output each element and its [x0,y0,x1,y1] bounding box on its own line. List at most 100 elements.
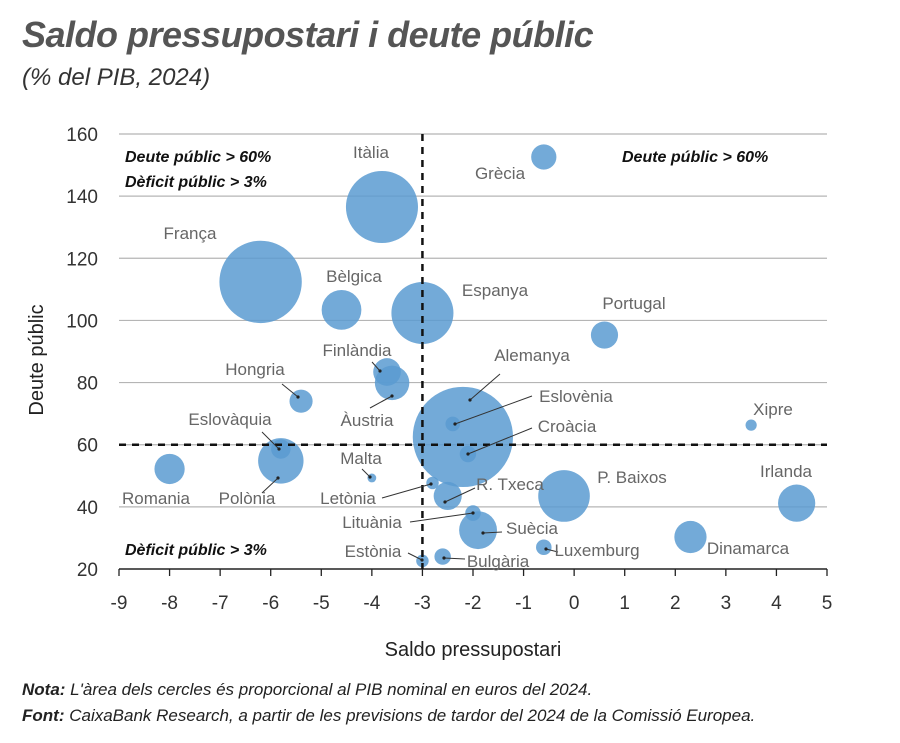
bubble-espanya [391,281,454,344]
leader-line-r-txeca [444,487,476,503]
leader-line-eslov-nia [454,395,533,425]
leader-dot--ustria [390,394,394,398]
leader-line-est-nia [407,552,423,561]
leader-line-cro-cia [467,427,533,455]
leader-line-let-nia [381,483,432,499]
y-tick-label: 120 [66,249,98,270]
leader-dot-litu-nia [471,511,475,515]
leader-dot-eslov-nia [453,422,457,426]
bubble-label-malta: Malta [340,449,382,468]
leader-line-bulg-ria [443,557,466,560]
bubble-label-portugal: Portugal [602,294,665,313]
y-tick-label: 160 [66,125,98,146]
leader-line-pol-nia [261,477,279,494]
leader-dot-hongria [296,395,300,399]
source-label: Font: [22,706,65,725]
y-tick-label: 140 [66,187,98,208]
x-tick-label: 2 [670,593,681,614]
leader-line-eslov-quia [261,431,280,450]
bubble-gr-cia [531,144,557,170]
bubble-eslov-nia [445,416,461,432]
bubble-fran-a [219,240,302,324]
bubble-label-eslov-nia: Eslovènia [539,387,613,406]
leader-dot-pol-nia [276,476,280,480]
x-tick-label: 4 [771,593,782,614]
note-label: Nota: [22,680,66,699]
bubble-b-lgica [321,289,362,330]
leader-line--ustria [369,395,393,409]
bubble-label-espanya: Espanya [462,281,529,300]
y-tick-label: 80 [77,374,98,395]
leader-dot-alemanya [468,398,472,402]
bubble-label-bulg-ria: Bulgària [467,552,530,571]
bubble-label-b-lgica: Bèlgica [326,267,382,286]
x-tick-label: 3 [721,593,732,614]
bubble-label-est-nia: Estònia [345,542,402,561]
leader-line-luxemburg [545,548,559,553]
bubble-label--ustria: Àustria [341,411,394,430]
y-tick-label: 60 [77,436,98,457]
bubbles [154,144,816,568]
chart-subtitle: (% del PIB, 2024) [22,64,211,91]
bubble-pol-nia [258,438,304,484]
bubble-label-litu-nia: Lituània [342,513,402,532]
leader-dot-malta [368,475,372,479]
bubble-label-it-lia: Itàlia [353,143,389,162]
bubble-alemanya [412,386,513,488]
y-axis-title: Deute públic [26,304,48,415]
leader-dot-cro-cia [466,452,470,456]
quadrant-annotation: Deute públic > 60% [125,149,271,166]
bubble-p-baixos [538,470,590,522]
quadrant-annotation: Dèficit públic > 3% [125,174,267,191]
bubble-bulg-ria [434,548,451,565]
y-tick-label: 20 [77,560,98,581]
x-tick-label: 5 [822,593,833,614]
x-tick-label: -4 [363,593,380,614]
bubble-label-pol-nia: Polònia [219,489,276,508]
bubble-let-nia [426,476,439,490]
quadrant-annotation: Deute públic > 60% [622,149,768,166]
bubble-label-romania: Romania [122,489,191,508]
leader-line-finl-ndia [371,361,381,372]
bubble-label-let-nia: Letònia [320,489,376,508]
bubble-r-txeca [433,481,462,511]
x-tick-label: 1 [619,593,630,614]
bubble-label-luxemburg: Luxemburg [554,541,639,560]
bubble-irlanda [778,484,816,522]
leader-dot-luxemburg [544,547,548,551]
bubble-label-irlanda: Irlanda [760,462,813,481]
chart-title: Saldo pressupostari i deute públic [22,14,594,55]
chart-note: Nota: L'àrea dels cercles és proporciona… [22,680,592,700]
bubble-portugal [590,321,619,349]
bubble-luxemburg [536,539,552,556]
x-tick-label: -1 [515,593,532,614]
bubble-hongria [289,389,313,413]
bubble-eslov-quia [271,439,291,459]
leader-dot-bulg-ria [442,556,446,560]
leader-line-su-cia [482,531,503,534]
bubble-it-lia [345,170,419,244]
x-tick-label: -6 [262,593,279,614]
leader-dot-su-cia [481,531,485,535]
leader-line-malta [361,468,371,478]
bubble-dinamarca [674,520,707,554]
bubble-label-su-cia: Suècia [506,519,559,538]
y-tick-label: 40 [77,498,98,519]
chart-source: Font: CaixaBank Research, a partir de le… [22,706,755,726]
leader-dot-finl-ndia [378,369,382,373]
x-tick-label: -3 [414,593,431,614]
x-tick-label: -7 [212,593,229,614]
bubble-xipre [745,419,757,431]
bubble-label-eslov-quia: Eslovàquia [188,410,272,429]
x-tick-label: -9 [111,593,128,614]
bubble-finl-ndia [373,358,401,386]
x-tick-label: -8 [161,593,178,614]
note-text: L'àrea dels cercles és proporcional al P… [65,680,593,699]
bubble-label-fran-a: França [164,224,217,243]
bubble-label-cro-cia: Croàcia [538,417,597,436]
bubble-romania [154,453,185,485]
leader-line-litu-nia [409,512,474,523]
leader-dot-let-nia [429,482,433,486]
x-tick-label: -5 [313,593,330,614]
